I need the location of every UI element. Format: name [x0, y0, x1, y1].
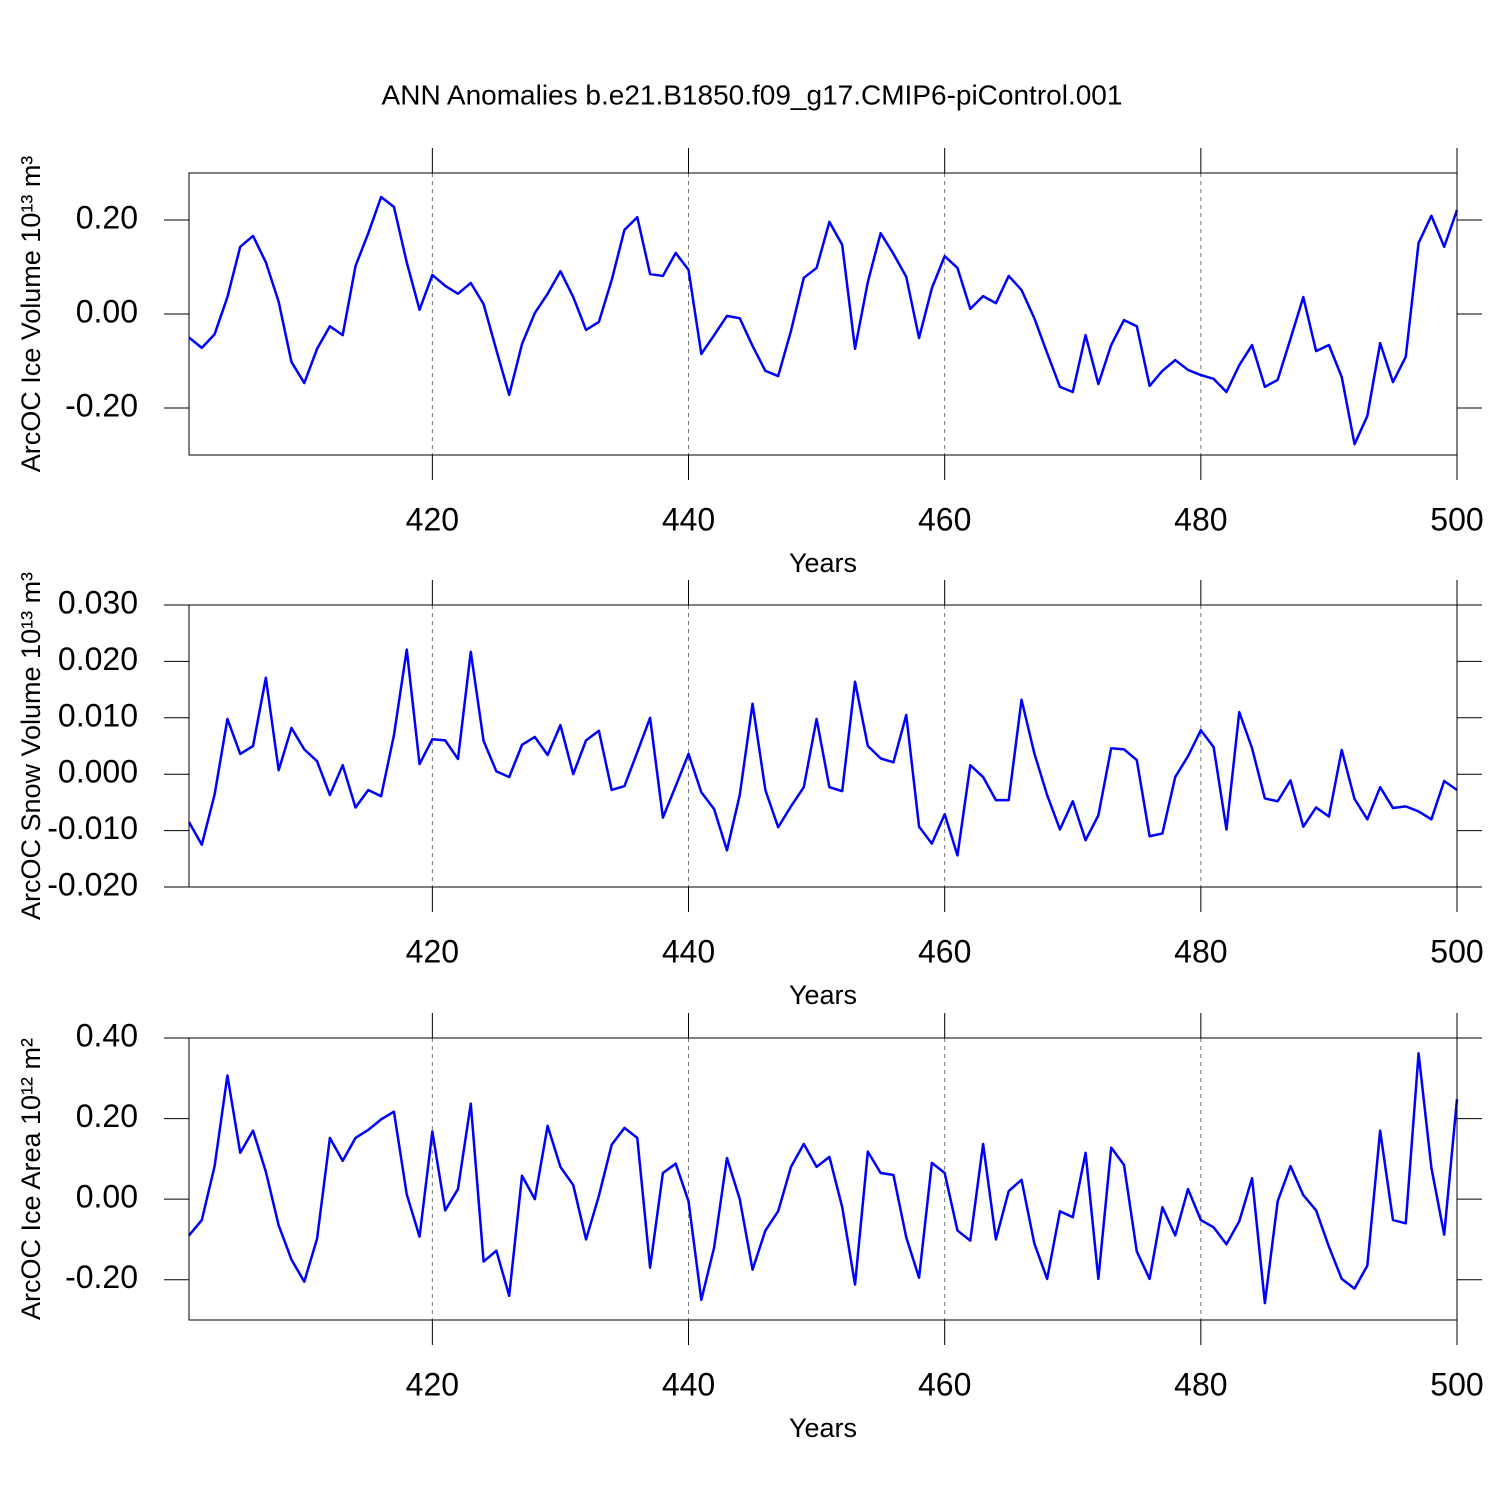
y-tick-label: 0.20 [76, 199, 138, 235]
x-tick-label: 440 [662, 1366, 715, 1402]
x-tick-label: 460 [918, 933, 971, 969]
y-tick-label: 0.00 [76, 293, 138, 329]
y-axis-label: ArcOC Ice Volume 10¹³ m³ [16, 156, 46, 473]
x-tick-label: 480 [1174, 501, 1227, 537]
data-line [187, 648, 1458, 857]
x-tick-label: 440 [662, 501, 715, 537]
y-tick-label: 0.030 [58, 584, 138, 620]
y-tick-label: -0.010 [47, 810, 138, 846]
x-axis-label: Years [789, 548, 857, 578]
y-tick-label: 0.20 [76, 1098, 138, 1134]
y-tick-label: -0.20 [65, 387, 138, 423]
plot-frame [188, 1037, 1458, 1321]
plot-frame [188, 172, 1458, 456]
data-line [188, 195, 1459, 446]
y-axis-label: ArcOC Snow Volume 10¹³ m³ [16, 572, 46, 920]
figure-title: ANN Anomalies b.e21.B1850.f09_g17.CMIP6-… [382, 79, 1123, 110]
y-tick-label: -0.020 [47, 866, 138, 902]
x-axis-label: Years [789, 1413, 857, 1443]
x-tick-label: 500 [1430, 501, 1483, 537]
x-tick-label: 420 [406, 933, 459, 969]
x-tick-label: 500 [1430, 1366, 1483, 1402]
x-tick-label: 460 [918, 501, 971, 537]
x-tick-label: 440 [662, 933, 715, 969]
y-tick-label: 0.000 [58, 754, 138, 790]
x-tick-label: 480 [1174, 933, 1227, 969]
x-tick-label: 420 [406, 501, 459, 537]
y-tick-label: 0.020 [58, 641, 138, 677]
data-line [188, 1052, 1459, 1305]
x-tick-label: 460 [918, 1366, 971, 1402]
y-axis-label: ArcOC Ice Area 10¹² m² [16, 1038, 46, 1320]
x-tick-label: 480 [1174, 1366, 1227, 1402]
y-tick-label: 0.40 [76, 1017, 138, 1053]
y-tick-label: 0.010 [58, 697, 138, 733]
plot-frame [188, 604, 1458, 888]
x-axis-label: Years [789, 980, 857, 1010]
y-tick-label: -0.20 [65, 1259, 138, 1295]
y-tick-label: 0.00 [76, 1179, 138, 1215]
x-tick-label: 420 [406, 1366, 459, 1402]
x-tick-label: 500 [1430, 933, 1483, 969]
